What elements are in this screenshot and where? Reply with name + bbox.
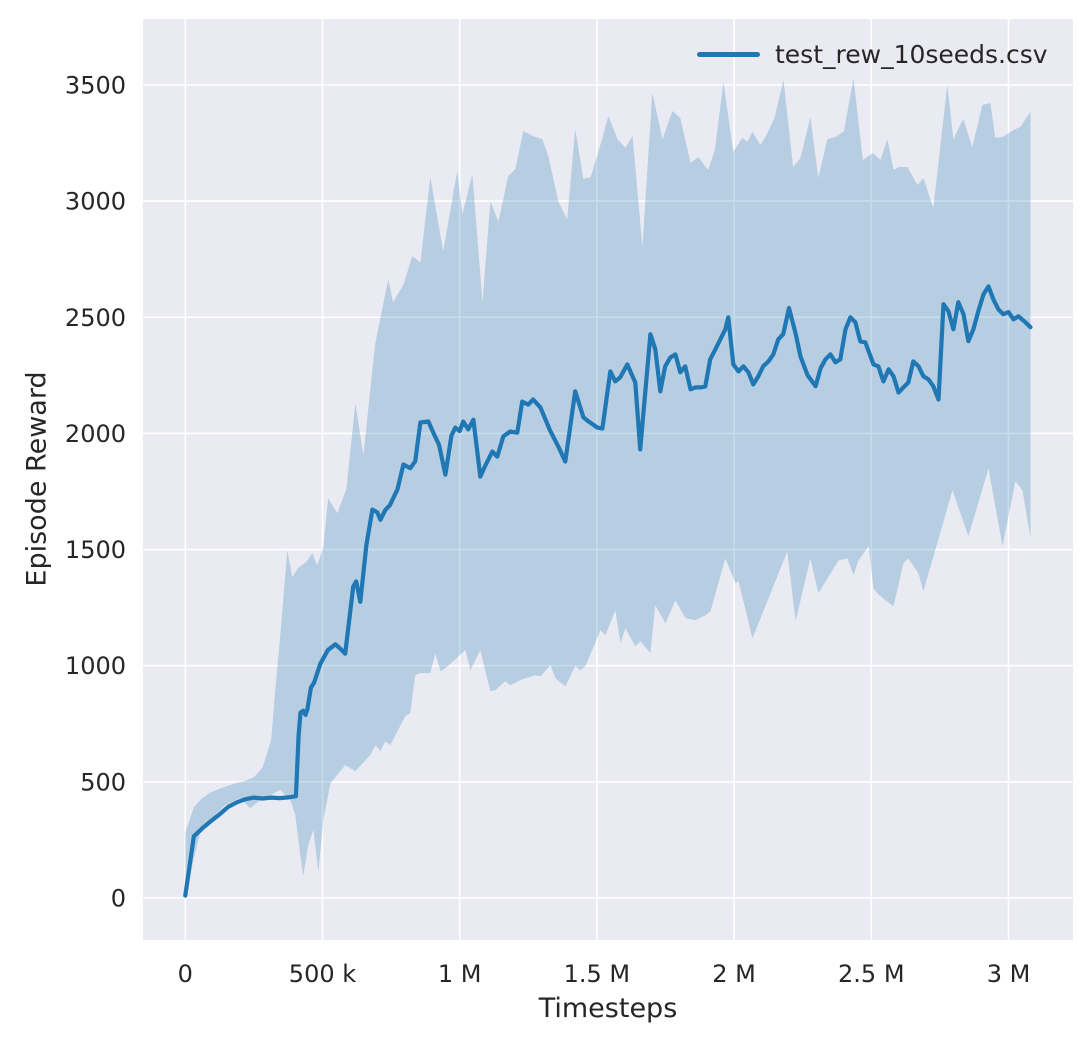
x-tick-label-4: 2 M xyxy=(712,960,756,988)
x-axis-label: Timesteps xyxy=(538,993,678,1024)
y-tick-label-5: 2500 xyxy=(65,304,126,332)
legend-label: test_rew_10seeds.csv xyxy=(775,40,1048,69)
reward-line-0 xyxy=(183,284,1033,898)
x-tick-label-3: 1.5 M xyxy=(564,960,631,988)
y-tick-label-0: 0 xyxy=(111,884,126,912)
x-tick-label-5: 2.5 M xyxy=(838,960,905,988)
legend-line-swatch xyxy=(697,52,760,57)
y-tick-label-4: 2000 xyxy=(65,420,126,448)
y-tick-label-2: 1000 xyxy=(65,652,126,680)
legend: test_rew_10seeds.csv xyxy=(697,40,1048,69)
y-axis-label: Episode Reward xyxy=(21,371,53,587)
x-tick-label-0: 0 xyxy=(178,960,193,988)
y-tick-label-3: 1500 xyxy=(65,536,126,564)
y-tick-label-1: 500 xyxy=(80,768,126,796)
x-tick-label-2: 1 M xyxy=(438,960,482,988)
x-tick-label-1: 500 k xyxy=(289,960,356,988)
y-tick-label-6: 3000 xyxy=(65,188,126,216)
x-tick-label-6: 3 M xyxy=(987,960,1031,988)
y-tick-label-7: 3500 xyxy=(65,71,126,99)
band-area xyxy=(185,78,1031,898)
